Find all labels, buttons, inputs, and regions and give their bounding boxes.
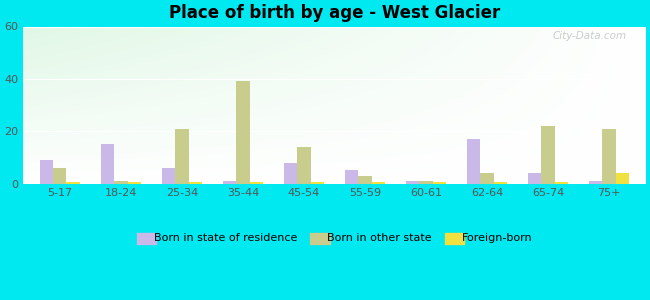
Bar <box>541 126 555 184</box>
Bar <box>188 182 202 184</box>
Text: City-Data.com: City-Data.com <box>553 31 627 41</box>
Title: Place of birth by age - West Glacier: Place of birth by age - West Glacier <box>169 4 500 22</box>
Bar <box>53 168 66 184</box>
Bar <box>236 82 250 184</box>
Bar <box>223 181 236 184</box>
Bar <box>284 163 297 184</box>
Legend: Born in state of residence, Born in other state, Foreign-born: Born in state of residence, Born in othe… <box>133 228 537 247</box>
Bar <box>175 129 188 184</box>
Bar <box>589 181 603 184</box>
Bar <box>480 173 494 184</box>
Bar <box>616 173 629 184</box>
Bar <box>406 181 419 184</box>
Bar <box>311 182 324 184</box>
Bar <box>433 182 446 184</box>
Bar <box>372 182 385 184</box>
Bar <box>555 182 568 184</box>
Bar <box>419 181 433 184</box>
Bar <box>114 181 127 184</box>
Bar <box>358 176 372 184</box>
Bar <box>250 182 263 184</box>
Bar <box>467 139 480 184</box>
Bar <box>345 170 358 184</box>
Bar <box>494 182 507 184</box>
Bar <box>297 147 311 184</box>
Bar <box>40 160 53 184</box>
Bar <box>66 182 80 184</box>
Bar <box>162 168 175 184</box>
Bar <box>127 182 141 184</box>
Bar <box>603 129 616 184</box>
Bar <box>528 173 541 184</box>
Bar <box>101 144 114 184</box>
